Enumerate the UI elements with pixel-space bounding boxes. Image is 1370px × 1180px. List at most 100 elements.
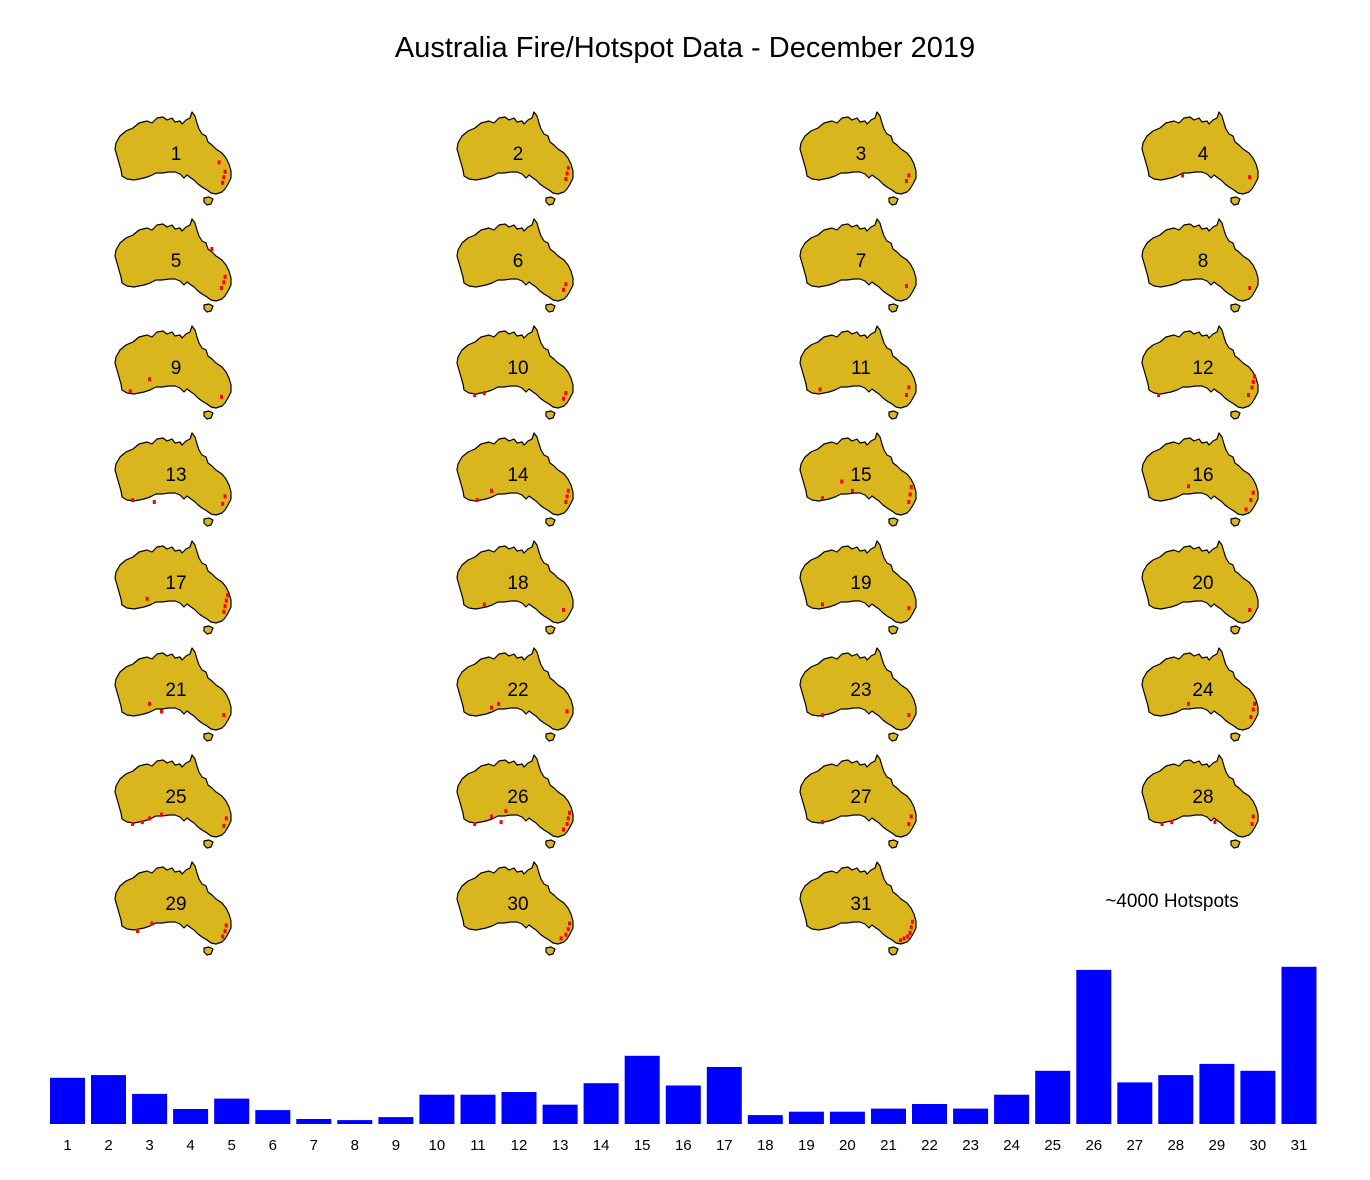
hotspot-mark [222,175,226,180]
x-tick-label: 25 [1044,1137,1061,1154]
map-panel-day-28: 28 [1141,754,1259,849]
bar-day-2 [91,1075,126,1124]
map-panel-day-11: 11 [799,325,917,420]
map-day-label: 10 [507,358,528,379]
hotspot-mark [907,713,911,718]
map-day-label: 25 [165,787,186,808]
hotspot-mark [1248,608,1252,612]
bar-day-17 [706,1067,742,1124]
map-day-label: 6 [513,251,524,272]
x-tick-label: 21 [880,1137,897,1154]
map-day-label: 22 [507,680,528,701]
map-day-label: 9 [171,358,182,379]
hotspot-mark [821,820,824,825]
bar-day-19 [788,1111,824,1124]
map-panel-day-18: 18 [456,540,574,635]
hotspot-mark [136,929,139,933]
map-day-label: 8 [1198,251,1209,272]
hotspot-mark [148,701,151,706]
map-panel-day-6: 6 [456,218,574,313]
map-panel-day-15: 15 [799,432,917,527]
hotspot-mark [562,287,565,292]
map-panel-day-4: 4 [1141,111,1259,206]
bar-day-12 [501,1092,537,1124]
x-tick-label: 4 [186,1137,194,1154]
map-day-label: 19 [850,573,871,594]
hotspot-mark [566,927,570,932]
map-panel-day-10: 10 [456,325,574,420]
hotspot-mark [223,604,227,609]
map-day-label: 20 [1192,573,1213,594]
hotspot-mark [152,500,156,504]
hotspot-mark [145,596,149,601]
map-day-label: 17 [165,573,186,594]
bar-day-5 [214,1098,250,1124]
x-tick-label: 18 [757,1137,774,1154]
hotspot-mark [564,282,568,287]
map-day-label: 26 [507,787,528,808]
map-panel-day-1: 1 [114,111,232,206]
x-tick-label: 17 [716,1137,733,1154]
hotspot-mark [224,598,228,603]
map-day-label: 24 [1192,680,1214,701]
hotspot-mark [821,713,824,718]
hotspot-mark [902,936,906,941]
x-tick-label: 12 [511,1137,528,1154]
x-tick-label: 3 [145,1137,153,1154]
hotspot-mark [221,501,225,506]
x-tick-label: 8 [351,1137,359,1154]
map-panel-day-13: 13 [114,432,232,527]
hotspot-mark [568,921,571,926]
bar-day-13 [542,1104,578,1124]
bar-day-9 [378,1117,414,1124]
hotspot-mark [1253,701,1256,706]
hotspot-mark [565,494,569,499]
map-panel-day-3: 3 [799,111,917,206]
hotspot-mark [907,822,911,826]
hotspot-mark [160,709,163,714]
bar-day-21 [871,1108,906,1124]
hotspot-mark [566,165,570,170]
bar-day-14 [583,1083,619,1124]
hotspot-mark [1251,814,1255,819]
map-day-label: 15 [850,465,871,486]
hotspot-mark [222,609,226,614]
map-panel-day-9: 9 [114,325,232,420]
x-tick-label: 9 [392,1137,400,1154]
map-panel-day-12: 12 [1141,325,1259,420]
map-panel-day-17: 17 [114,540,232,635]
hotspot-mark [907,173,911,178]
hotspot-mark [907,606,911,611]
hotspot-mark [210,246,214,251]
bar-day-26 [1076,969,1112,1124]
hotspot-mark [226,593,229,598]
hotspot-mark [1250,822,1254,826]
hotspot-mark [1251,490,1255,495]
bar-day-31 [1281,966,1317,1124]
hotspot-mark [908,930,912,935]
map-panel-day-21: 21 [114,647,232,742]
bar-day-8 [337,1120,373,1124]
bar-day-7 [296,1119,332,1124]
bar-day-20 [829,1111,865,1124]
bar-day-1 [50,1077,85,1124]
hotspot-mark [223,274,227,279]
hotspot-scale-note: ~4000 Hotspots [1105,891,1239,912]
hotspot-mark [906,934,910,939]
bar-day-4 [173,1109,209,1124]
map-day-label: 1 [171,144,182,165]
hotspot-mark [1170,820,1174,825]
x-tick-label: 13 [552,1137,569,1154]
hotspot-mark [150,921,154,926]
hotspot-mark [1181,173,1184,178]
hotspot-mark [1244,507,1248,512]
map-day-label: 4 [1198,144,1209,165]
x-tick-label: 23 [962,1137,979,1154]
map-panel-day-24: 24 [1141,647,1259,742]
hotspot-mark [907,500,911,504]
bar-day-22 [912,1104,947,1124]
hotspot-mark [851,488,854,493]
hotspot-mark [224,816,228,821]
x-tick-label: 16 [675,1137,692,1154]
